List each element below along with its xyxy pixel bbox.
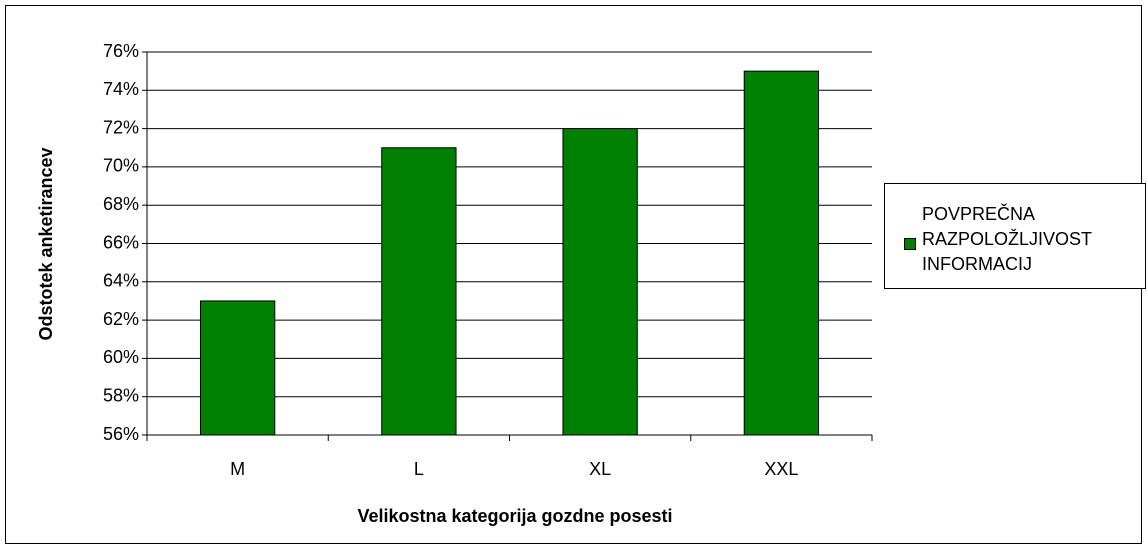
y-axis-title: Odstotek anketirancev (36, 147, 56, 340)
y-tick-label: 70% (103, 156, 139, 176)
y-tick-label: 74% (103, 79, 139, 99)
y-tick-label: 76% (103, 41, 139, 61)
bar (562, 128, 638, 436)
x-axis-title: Velikostna kategorija gozdne posesti (357, 506, 672, 526)
y-tick-label: 66% (103, 232, 139, 252)
bar (381, 147, 457, 436)
x-tick-label: XL (589, 459, 611, 479)
y-tick-label: 60% (103, 347, 139, 367)
x-tick-label: XXL (764, 459, 798, 479)
y-tick-label: 58% (103, 385, 139, 405)
legend: POVPREČNA RAZPOLOŽLJIVOST INFORMACIJ (884, 183, 1146, 289)
y-tick-label: 68% (103, 194, 139, 214)
bar (199, 300, 276, 436)
bar (743, 70, 820, 436)
legend-label: POVPREČNA RAZPOLOŽLJIVOST INFORMACIJ (922, 204, 1092, 274)
y-tick-label: 64% (103, 271, 139, 291)
x-tick-label: M (230, 459, 245, 479)
y-tick-label: 62% (103, 309, 139, 329)
y-tick-label: 56% (103, 424, 139, 444)
x-tick-label: L (414, 459, 424, 479)
legend-marker (904, 238, 916, 250)
y-tick-label: 72% (103, 117, 139, 137)
